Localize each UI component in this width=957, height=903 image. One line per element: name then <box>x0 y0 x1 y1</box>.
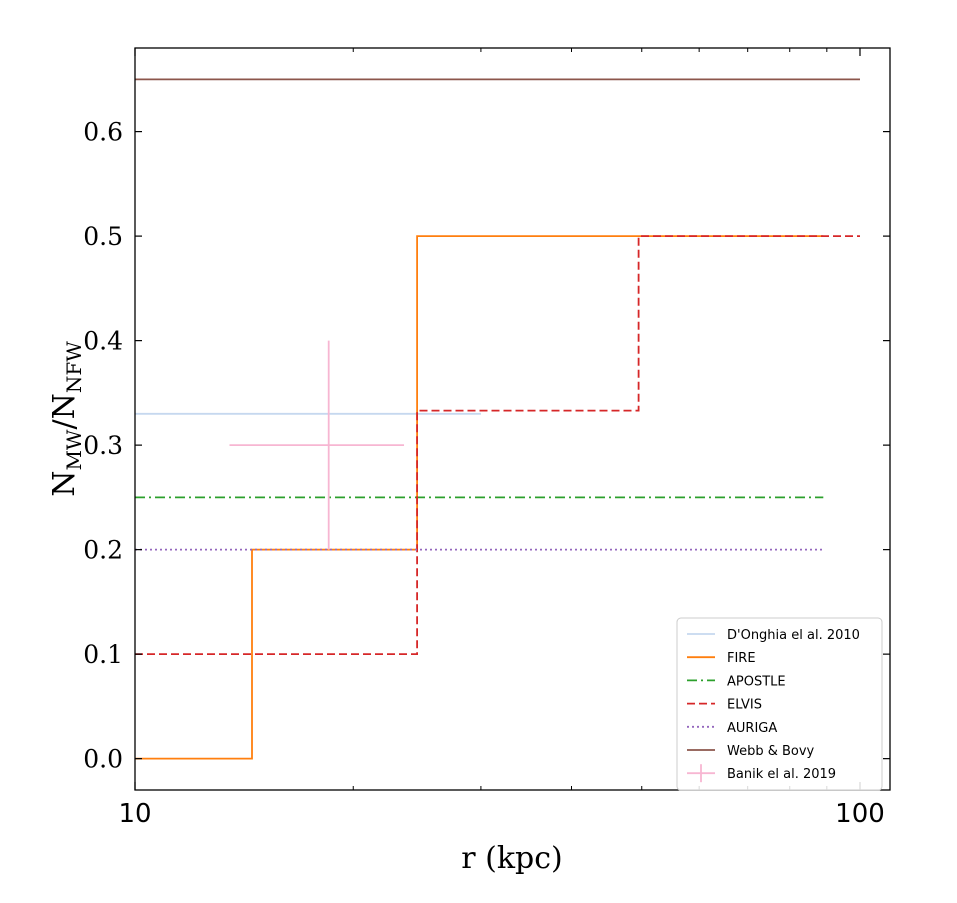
axes-frame <box>134 47 891 791</box>
x-tick-label: 100 <box>835 799 885 829</box>
legend-label-fire: FIRE <box>727 651 756 666</box>
plot-area <box>135 78 860 760</box>
y-label-denominator: N <box>47 393 82 419</box>
y-label-numerator-sub: MW <box>62 429 86 470</box>
y-tick-label: 0.4 <box>83 327 123 356</box>
series-fire-line <box>135 235 824 760</box>
y-label-numerator: N <box>47 471 82 497</box>
legend-label-d-onghia-el-al-2010: D'Onghia el al. 2010 <box>727 628 860 643</box>
series-elvis-line <box>135 235 860 655</box>
y-axis-label: NMW/NNFW <box>47 341 86 497</box>
legend-label-webb-bovy: Webb & Bovy <box>727 744 815 759</box>
y-tick-label: 0.6 <box>83 118 123 147</box>
y-tick-label: 0.1 <box>83 640 123 669</box>
legend-label-elvis: ELVIS <box>727 698 762 713</box>
y-tick-label: 0.0 <box>83 745 123 774</box>
legend-box <box>676 617 883 791</box>
legend-label-banik-el-al-2019: Banik el al. 2019 <box>727 767 836 782</box>
y-tick-label: 0.3 <box>83 431 123 460</box>
legend-label-apostle: APOSTLE <box>727 674 786 689</box>
x-tick-label: 10 <box>118 799 151 829</box>
x-axis-label: r (kpc) <box>461 841 562 876</box>
legend-label-auriga: AURIGA <box>727 721 777 736</box>
svg-text:NMW/NNFW: NMW/NNFW <box>47 341 86 497</box>
y-tick-label: 0.2 <box>83 536 123 565</box>
axis-ticks: 0.0 0.1 0.2 0.3 0.4 0.5 0.6 10 100 <box>83 48 890 829</box>
y-tick-label: 0.5 <box>83 222 123 251</box>
legend: D'Onghia el al. 2010 FIRE APOSTLE ELVIS AURI… <box>676 617 883 791</box>
y-label-denominator-sub: NFW <box>62 341 86 393</box>
